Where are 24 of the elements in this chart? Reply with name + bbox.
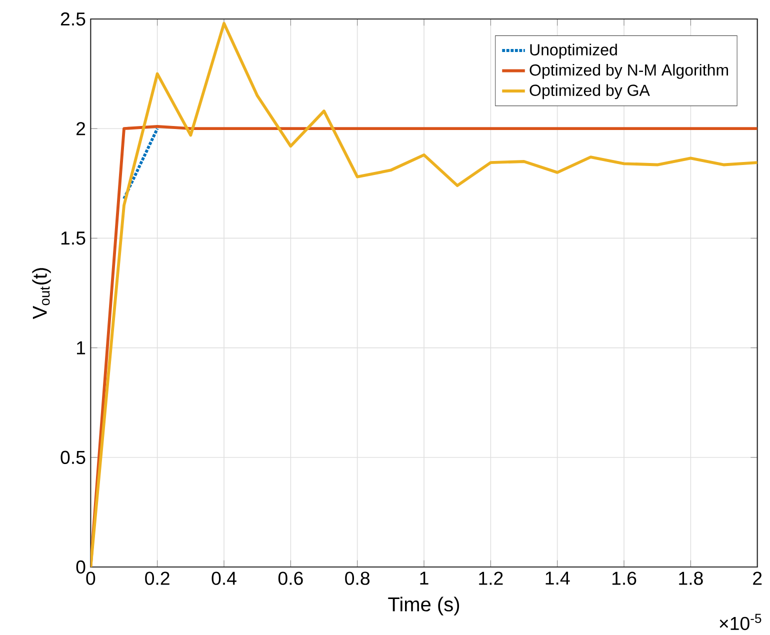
x-tick-label: 0 (86, 572, 96, 585)
x-tick-label: 1.4 (546, 572, 570, 585)
text: ×10$^{-5}$ (720, 614, 762, 630)
x-tick-label: 1.2 (479, 572, 503, 585)
x-tick-label: 1 (420, 572, 428, 585)
x-tick-label: 0.2 (145, 572, 170, 585)
x-tick-label: 0.8 (345, 572, 370, 585)
legend-label: Optimized by GA (530, 84, 650, 100)
x-axis-title: Time (s) (388, 596, 460, 616)
y-tick-label: 2 (76, 122, 86, 136)
x-tick-label: 2 (753, 572, 762, 585)
y-tick-label: 0.5 (60, 450, 86, 464)
y-tick-label: 2.5 (60, 12, 86, 26)
y-axis-title: V$_{out}$(t) (32, 268, 51, 320)
x-tick-label: 1.8 (679, 572, 703, 585)
line-series (90, 22, 758, 567)
x-tick-label: 0.6 (278, 572, 303, 585)
x-tick-label: 1.6 (612, 572, 636, 585)
legend-label: Optimized by N-M Algorithm (530, 64, 728, 79)
y-tick-label: 1.5 (61, 232, 86, 245)
y-tick-label: 0 (76, 560, 86, 574)
legend-label: Unoptimized (530, 44, 617, 59)
y-tick-label: 1 (76, 341, 86, 354)
x-tick-label: 0.4 (212, 572, 236, 585)
